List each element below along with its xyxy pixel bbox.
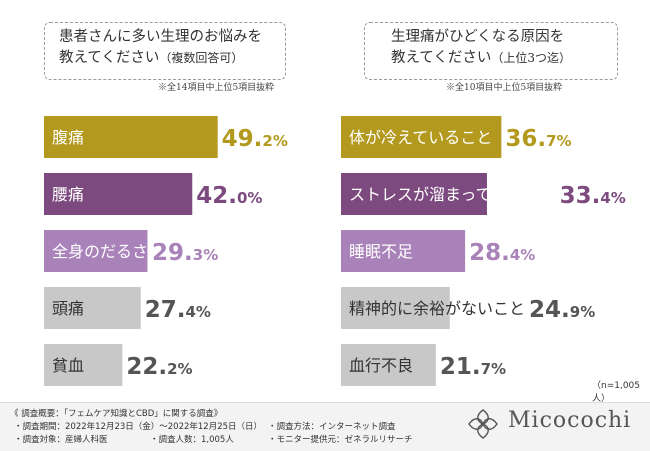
sample-size-note: （n=1,005人） bbox=[592, 381, 641, 404]
bar-label-1: 体が冷えていること bbox=[349, 128, 492, 147]
survey-heading: 《 調査概要：「フェムケア知識とCBD」に関する調査》 bbox=[10, 409, 223, 419]
bar-5 bbox=[44, 344, 123, 386]
brand-name: Micocochi bbox=[508, 408, 632, 433]
bar-3 bbox=[44, 230, 148, 272]
bar-label-3: 全身のだるさ bbox=[52, 242, 148, 261]
bar-label-5: 貧血 bbox=[52, 356, 84, 375]
bar-label-1: 腹痛 bbox=[52, 128, 84, 147]
chart-pain-causes: 体が冷えていること 36.7% ストレスが溜まっていること 33.4% 睡眠不足 28.4… bbox=[341, 116, 626, 386]
question-right-line2: 教えてください bbox=[391, 50, 492, 66]
bar-5 bbox=[341, 344, 436, 386]
bar-value-5: 22.2% bbox=[126, 354, 192, 380]
survey-method: ・調査方法：インターネット調査 bbox=[268, 422, 396, 432]
question-left-line2: 教えてください bbox=[59, 50, 160, 66]
bar-label-4: 精神的に余裕がないこと bbox=[349, 299, 525, 318]
question-box-right: 生理痛がひどくなる原因を 教えてください（上位3つ迄） bbox=[364, 22, 618, 80]
bar-value-4: 27.4% bbox=[145, 297, 211, 323]
bar-value-5: 21.7% bbox=[440, 354, 506, 380]
survey-target: ・調査対象：産婦人科医 bbox=[14, 435, 108, 445]
bar-1 bbox=[341, 116, 502, 158]
survey-provider: ・モニター提供元：ゼネラルリサーチ bbox=[268, 435, 413, 445]
bar-value-3: 28.4% bbox=[469, 240, 535, 266]
survey-period: ・調査期間：2022年12月23日（金）～2022年12月25日（日） bbox=[14, 422, 263, 432]
micocochi-logo-icon bbox=[468, 409, 498, 439]
bar-value-2: 33.4% bbox=[560, 183, 626, 209]
question-right-line1: 生理痛がひどくなる原因を bbox=[391, 29, 565, 45]
question-box-left: 患者さんに多い生理のお悩みを 教えてください（複数回答可） bbox=[44, 22, 286, 80]
bar-4 bbox=[341, 287, 450, 329]
bar-label-5: 血行不良 bbox=[349, 356, 413, 375]
bar-value-2: 42.0% bbox=[196, 183, 262, 209]
bar-label-2: 腰痛 bbox=[52, 185, 84, 204]
bar-value-3: 29.3% bbox=[152, 240, 218, 266]
question-right-line3: （上位3つ迄） bbox=[491, 51, 571, 65]
bar-label-4: 頭痛 bbox=[52, 299, 84, 318]
survey-footer: 《 調査概要：「フェムケア知識とCBD」に関する調査》 ・調査期間：2022年1… bbox=[0, 402, 650, 451]
bar-4 bbox=[44, 287, 141, 329]
bar-label-3: 睡眠不足 bbox=[349, 242, 413, 261]
bar-label-2: ストレスが溜まっていること bbox=[349, 185, 556, 204]
bar-2 bbox=[44, 173, 193, 215]
bar-1 bbox=[44, 116, 218, 158]
note-right: ※全10項目中上位5項目抜粋 bbox=[446, 83, 563, 93]
bar-3 bbox=[341, 230, 466, 272]
survey-count: ・調査人数：1,005人 bbox=[150, 435, 234, 445]
bar-value-4: 24.9% bbox=[529, 297, 595, 323]
question-left-line3: （複数回答可） bbox=[159, 51, 244, 65]
question-left-line1: 患者さんに多い生理のお悩みを bbox=[59, 29, 262, 45]
chart-menstrual-concerns: 腹痛 49.2% 腰痛 42.0% 全身のだるさ 29.3% 頭痛 27.4% 貧血 22.2% bbox=[44, 116, 288, 386]
bar-2 bbox=[341, 173, 487, 215]
note-left: ※全14項目中上位5項目抜粋 bbox=[158, 83, 275, 93]
bar-value-1: 49.2% bbox=[222, 126, 288, 152]
bar-value-1: 36.7% bbox=[505, 126, 571, 152]
